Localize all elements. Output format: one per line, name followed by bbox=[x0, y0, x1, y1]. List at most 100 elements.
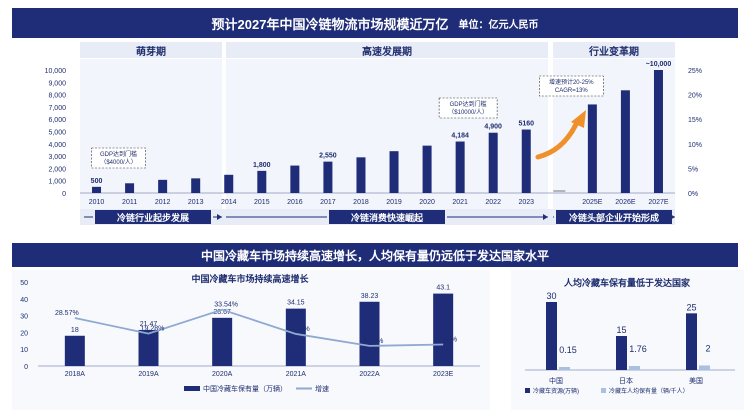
y-tick-label: 1,000 bbox=[48, 179, 66, 186]
y-tick-label: 4,000 bbox=[48, 142, 66, 149]
legend-label: 冷藏车人均保有量（辆/千人） bbox=[609, 387, 689, 395]
bar-value-label: 43.1 bbox=[436, 285, 450, 292]
chart2-bg bbox=[12, 270, 490, 410]
top-title-banner: 预计2027年中国冷链物流市场规模近万亿 单位：亿元人民币 bbox=[12, 8, 738, 38]
x-tick-label: 2011 bbox=[122, 199, 137, 206]
bar bbox=[521, 129, 531, 193]
x-tick-label: 2026E bbox=[615, 199, 636, 206]
x-tick-label: 2025E bbox=[582, 199, 603, 206]
bar bbox=[389, 151, 399, 193]
y-tick-label: 30 bbox=[20, 314, 28, 321]
bar-value-label: 15 bbox=[616, 325, 626, 335]
phase-label-bg bbox=[556, 210, 672, 224]
phase-label: 冷链头部企业开始形成 bbox=[569, 212, 659, 223]
x-tick-label: 2010 bbox=[89, 199, 105, 206]
x-tick-label: 2016 bbox=[287, 199, 303, 206]
x-tick-label: 2015 bbox=[254, 199, 270, 206]
line-value-label: 1.96% bbox=[364, 338, 384, 345]
per-capita-chart: 人均冷藏车保有量低于发达国家 30 0.15 中国 151.76 日本 25 2 美国冷藏车资源… bbox=[511, 270, 744, 410]
y2-tick-label: 15% bbox=[688, 117, 702, 124]
bar-resource bbox=[616, 336, 627, 370]
y-tick-label: 50 bbox=[20, 280, 28, 287]
period-growth: 高速发展期 bbox=[226, 42, 548, 58]
legend-label: 中国冷藏车保有量（万辆） bbox=[203, 384, 287, 393]
bar-value-label: 500 bbox=[91, 178, 103, 185]
x-tick-label: 2018A bbox=[65, 371, 86, 378]
bar-per-capita bbox=[629, 366, 640, 370]
bar-value-label: 1.76 bbox=[629, 344, 647, 354]
y-tick-label: 8,000 bbox=[48, 93, 66, 100]
y-tick-label: 0 bbox=[62, 191, 66, 198]
bar bbox=[212, 317, 233, 366]
bar bbox=[138, 329, 159, 366]
x-tick-label: 2020 bbox=[419, 199, 435, 206]
x-tick-label: 2022 bbox=[485, 199, 501, 206]
y-tick-label: 10,000 bbox=[45, 68, 67, 75]
bar bbox=[191, 178, 201, 193]
growth-line bbox=[74, 308, 444, 347]
period-bg-sprout bbox=[80, 59, 222, 225]
x-tick-label: 2013 bbox=[188, 199, 204, 206]
y2-tick-label: 10% bbox=[688, 142, 702, 149]
bar bbox=[488, 132, 498, 193]
bar-value-label: 30 bbox=[546, 291, 556, 301]
y-tick-label: 2,000 bbox=[48, 166, 66, 173]
bar-per-capita bbox=[559, 367, 570, 370]
line-value-label: 28.57% bbox=[55, 310, 79, 317]
line-value-label: 9.08% bbox=[290, 326, 310, 333]
y-tick-label: 7,000 bbox=[48, 105, 66, 112]
y2-tick-label: 25% bbox=[688, 68, 702, 75]
x-tick-label: 2012 bbox=[155, 199, 171, 206]
annotation-text: CAGR=13% bbox=[555, 88, 589, 94]
bar-resource bbox=[546, 302, 557, 370]
bar-value-label: 5160 bbox=[518, 121, 534, 128]
bar bbox=[587, 104, 597, 193]
bar bbox=[224, 174, 234, 193]
annotation-text: GDP达到门槛 bbox=[450, 100, 487, 108]
bar-value-label: 25 bbox=[686, 302, 696, 312]
annotation-text: （$10000/人） bbox=[448, 109, 488, 116]
bar bbox=[359, 301, 380, 366]
bar bbox=[92, 186, 102, 193]
bar bbox=[653, 70, 663, 193]
y-tick-label: 0 bbox=[24, 364, 28, 371]
bar bbox=[455, 141, 465, 193]
bar-value-label: 0.15 bbox=[559, 345, 577, 355]
growth-arrow-head bbox=[571, 110, 586, 128]
bar-value-label: 21.47 bbox=[140, 321, 158, 328]
x-tick-label: 2023E bbox=[433, 371, 454, 378]
phase-label-bg bbox=[95, 210, 211, 224]
bar-value-label: 1,800 bbox=[253, 162, 271, 169]
market-size-chart: 0 1,000 2,000 3,000 4,000 5,000 6,000 7,000 8,00… bbox=[45, 59, 702, 225]
x-tick-label: 2022A bbox=[359, 371, 380, 378]
annotation-text: 增速预计20-25% bbox=[549, 78, 594, 86]
annotation-box bbox=[438, 97, 498, 119]
x-tick-label: 美国 bbox=[689, 376, 703, 385]
line-value-label: 19.28% bbox=[141, 326, 165, 333]
unit-label: 单位：亿元人民币 bbox=[458, 19, 539, 31]
y-tick-label: 10 bbox=[20, 347, 28, 354]
growth-arrow bbox=[535, 117, 581, 160]
bar-per-capita bbox=[699, 365, 710, 370]
phase-arrow-head bbox=[217, 214, 222, 220]
x-tick-label: 2018 bbox=[353, 199, 369, 206]
x-tick-label: 2021A bbox=[286, 371, 307, 378]
top-title: 预计2027年中国冷链物流市场规模近万亿 bbox=[211, 16, 449, 32]
phase-label: 冷链行业起步发展 bbox=[117, 212, 189, 223]
x-tick-label: 2019 bbox=[386, 199, 402, 206]
bar bbox=[433, 293, 454, 366]
line-value-label: 2.80% bbox=[437, 336, 457, 343]
x-tick-label: 2020A bbox=[212, 371, 233, 378]
legend-swatch-bar bbox=[184, 386, 200, 391]
annotation-box bbox=[539, 75, 604, 97]
section2-title: 中国冷藏车市场持续高速增长，人均保有量仍远低于发达国家水平 bbox=[200, 248, 549, 263]
bar bbox=[323, 161, 333, 193]
legend-label: 冷藏车资源(万辆) bbox=[533, 387, 579, 395]
annotation-box bbox=[91, 147, 146, 169]
bar bbox=[64, 335, 85, 366]
bar-resource bbox=[686, 313, 697, 370]
x-tick-label: 日本 bbox=[619, 376, 633, 385]
phase-label: 冷链消费快速崛起 bbox=[351, 212, 424, 223]
line-value-label: 33.54% bbox=[214, 302, 238, 309]
phase-arrow-head bbox=[670, 214, 675, 220]
